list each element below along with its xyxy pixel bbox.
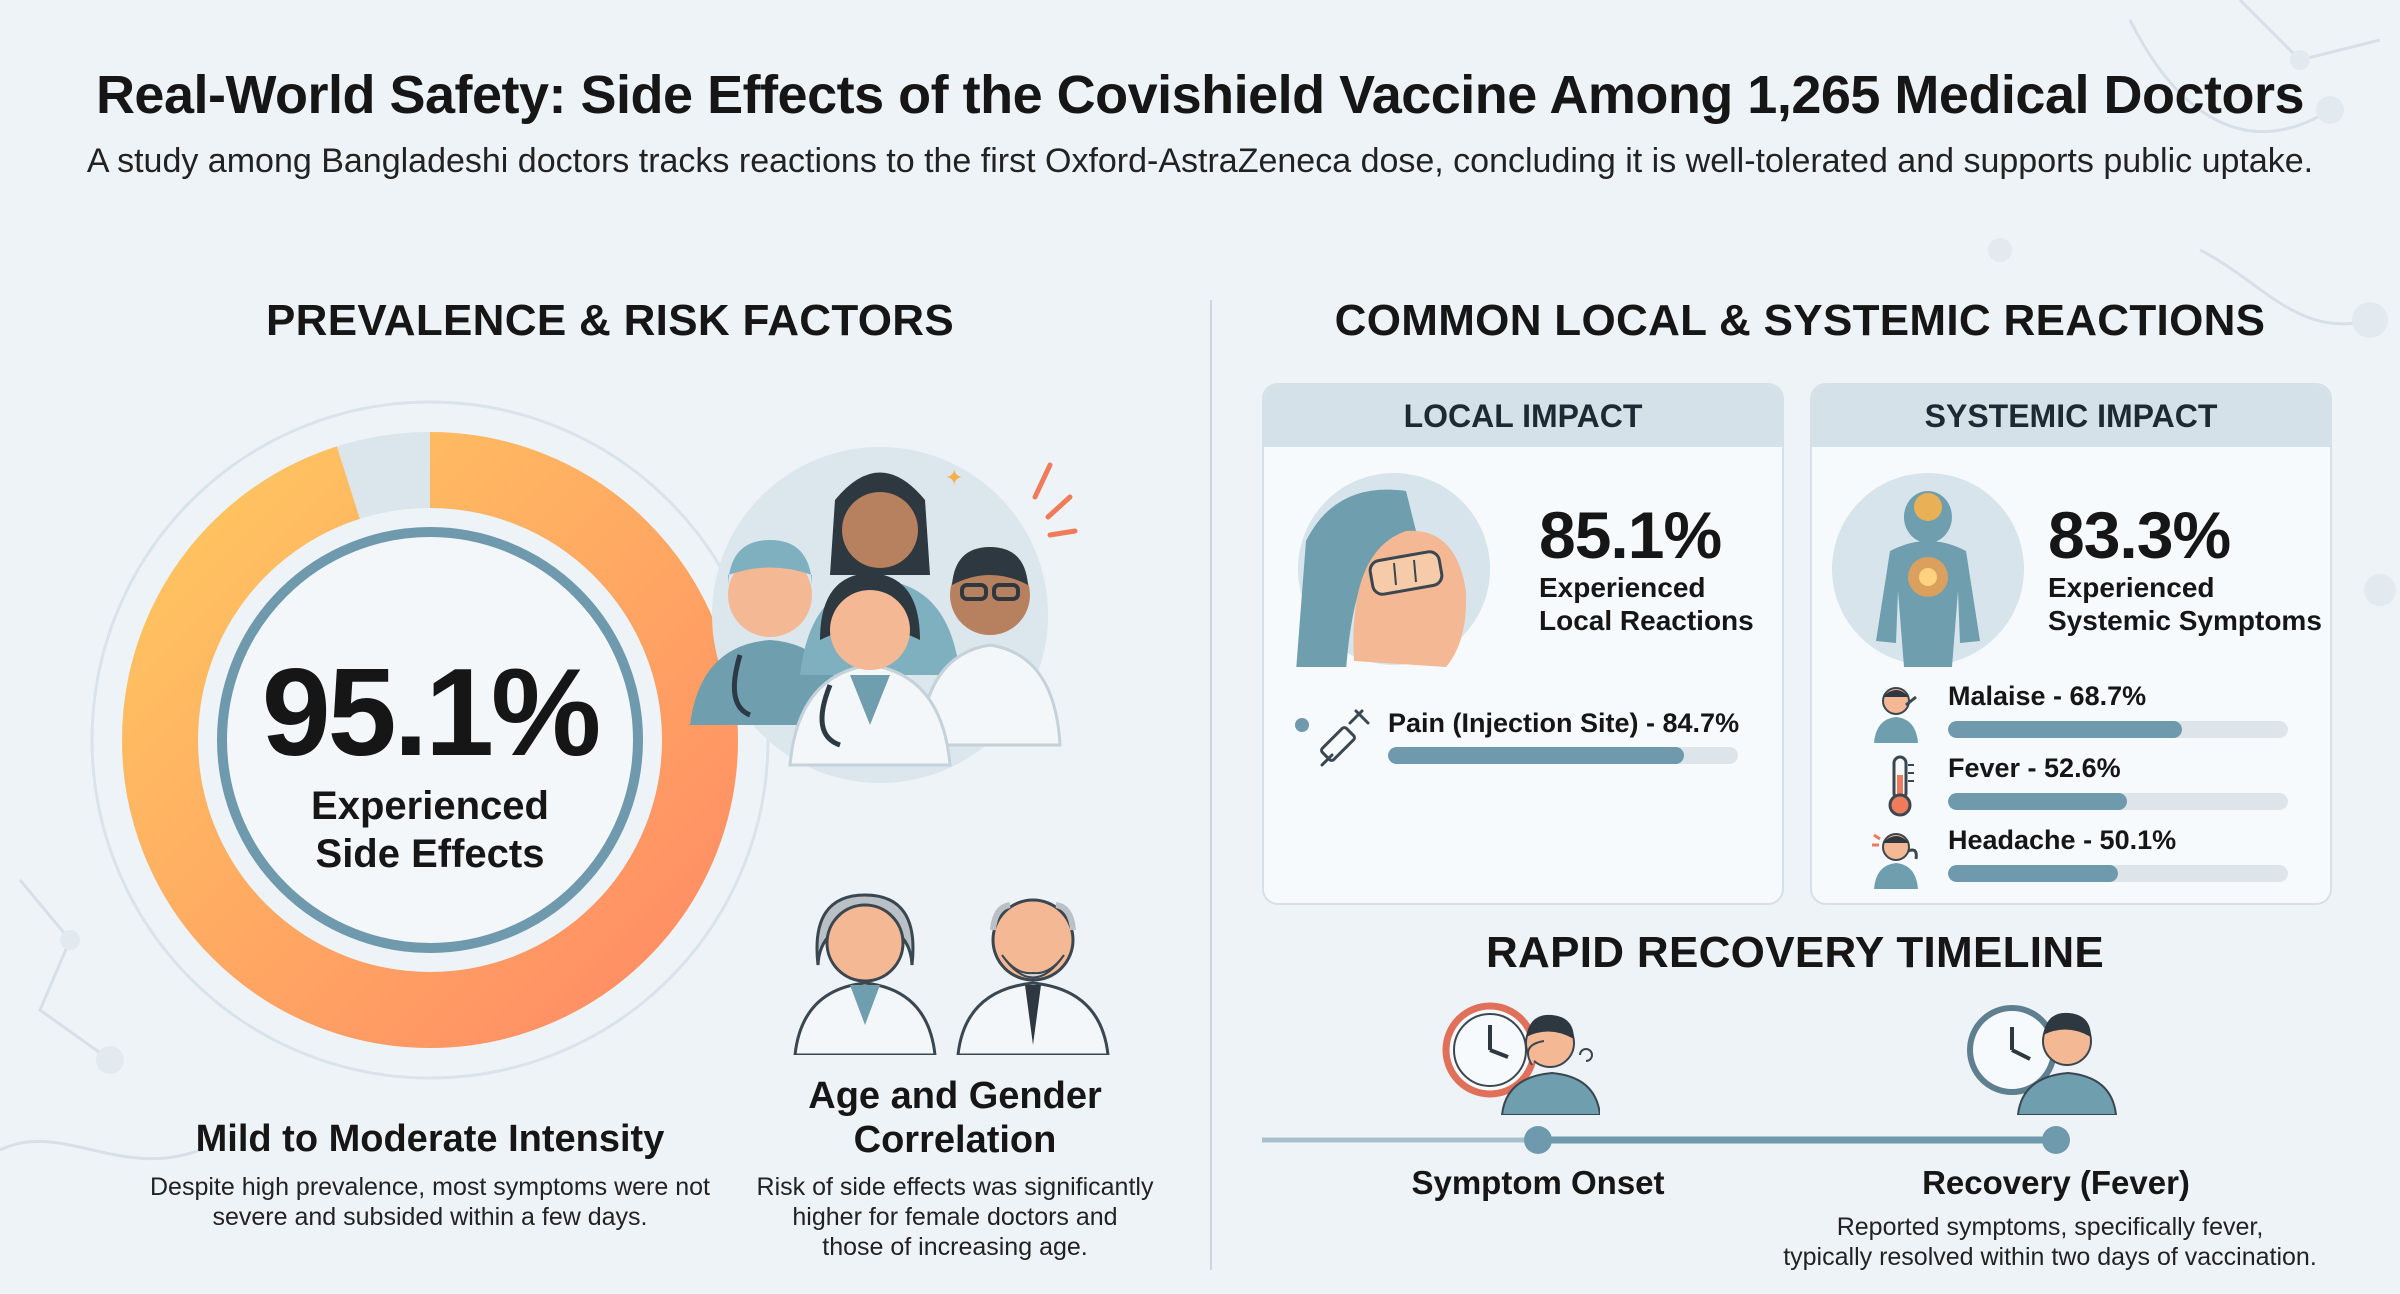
recovery-timeline-track (1262, 1126, 2070, 1154)
headache-bar-label: Headache - 50.1% (1948, 825, 2177, 855)
prevalence-label: Experienced Side Effects (180, 782, 680, 878)
malaise-bar-track (1948, 721, 2288, 738)
prevalence-label-line2: Side Effects (315, 832, 545, 876)
page-subtitle: A study among Bangladeshi doctors tracks… (86, 142, 2314, 180)
fever-bar-track (1948, 793, 2288, 810)
correlation-title-line2: Correlation (853, 1119, 1057, 1161)
intensity-line2: severe and subsided within a few days. (212, 1203, 648, 1231)
prevalence-heading: PREVALENCE & RISK FACTORS (266, 296, 954, 345)
local-impact-card: LOCAL IMPACT 85.1% Experienced Local Rea… (1262, 383, 1784, 905)
systemic-impact-label: Experienced Systemic Symptoms (2048, 571, 2322, 637)
body-silhouette-icon (1832, 473, 2024, 667)
donut-inner-ring (217, 527, 643, 953)
doctors-group-illustration: ✦ (690, 447, 1078, 783)
correlation-line2: higher for female doctors and (792, 1203, 1118, 1231)
local-impact-label: Experienced Local Reactions (1539, 571, 1754, 637)
reactions-heading: COMMON LOCAL & SYSTEMIC REACTIONS (1334, 296, 2266, 345)
onset-clock-person-icon (1442, 1002, 1600, 1115)
prevalence-donut-chart (90, 400, 770, 1080)
section-divider (1210, 300, 1212, 1270)
local-impact-percentage: 85.1% (1539, 498, 1722, 572)
intensity-description: Despite high prevalence, most symptoms w… (110, 1172, 750, 1232)
headache-bar-track (1948, 865, 2288, 882)
svg-text:✦: ✦ (945, 466, 963, 491)
pain-bar-fill (1388, 747, 1685, 764)
local-impact-header: LOCAL IMPACT (1264, 385, 1782, 447)
symptom-onset-label: Symptom Onset (1411, 1164, 1665, 1201)
systemic-impact-header: SYSTEMIC IMPACT (1812, 385, 2330, 447)
prevalence-label-line1: Experienced (311, 784, 549, 828)
correlation-line3: those of increasing age. (822, 1233, 1088, 1261)
recovery-line2: typically resolved within two days of va… (1783, 1243, 2317, 1271)
systemic-impact-percentage: 83.3% (2048, 498, 2231, 572)
correlation-description: Risk of side effects was significantly h… (720, 1172, 1190, 1262)
donut-value-arc (122, 432, 738, 1048)
intensity-title: Mild to Moderate Intensity (195, 1118, 665, 1160)
thermometer-icon (1888, 755, 1914, 817)
systemic-impact-card: SYSTEMIC IMPACT 83.3% Experienced System… (1810, 383, 2332, 905)
pain-bar-track (1388, 747, 1738, 764)
recovery-fever-label: Recovery (Fever) (1922, 1164, 2190, 1201)
page-title: Real-World Safety: Side Effects of the C… (95, 65, 2305, 125)
timeline-heading: RAPID RECOVERY TIMELINE (1485, 928, 2105, 977)
recovery-description: Reported symptoms, specifically fever, t… (1740, 1212, 2360, 1272)
recovery-marker (2042, 1126, 2070, 1154)
recovery-clock-person-icon (1967, 1005, 2118, 1115)
systemic-impact-label-line1: Experienced (2048, 572, 2215, 603)
malaise-bar-label: Malaise - 68.7% (1948, 681, 2147, 711)
headache-bar-fill (1948, 865, 2119, 882)
fever-bar-fill (1948, 793, 2127, 810)
correlation-title-line1: Age and Gender (808, 1075, 1102, 1117)
pain-bar-label: Pain (Injection Site) - 84.7% (1388, 708, 1740, 738)
elderly-doctors-illustration (793, 893, 1110, 1055)
recovery-line1: Reported symptoms, specifically fever, (1836, 1213, 2264, 1241)
donut-center (218, 528, 642, 952)
intensity-line1: Despite high prevalence, most symptoms w… (150, 1173, 710, 1201)
correlation-line1: Risk of side effects was significantly (756, 1173, 1154, 1201)
malaise-bar-fill (1948, 721, 2182, 738)
syringe-icon (1295, 709, 1370, 767)
fever-bar-label: Fever - 52.6% (1948, 753, 2121, 783)
headache-person-icon (1872, 833, 1918, 889)
systemic-impact-label-line2: Systemic Symptoms (2048, 605, 2322, 636)
onset-marker (1524, 1126, 1552, 1154)
bandage-arm-icon (1296, 473, 1490, 667)
malaise-person-icon (1874, 687, 1918, 743)
correlation-title: Age and Gender Correlation (720, 1074, 1190, 1162)
local-impact-label-line1: Experienced (1539, 572, 1706, 603)
prevalence-percentage: 95.1% (261, 644, 602, 782)
local-impact-label-line2: Local Reactions (1539, 605, 1754, 636)
